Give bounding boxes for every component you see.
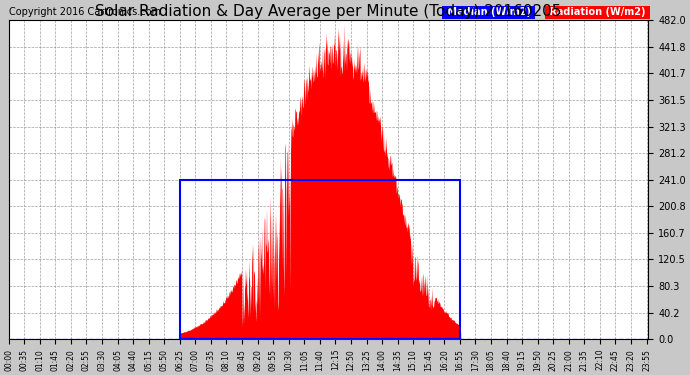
Title: Solar Radiation & Day Average per Minute (Today) 20160205: Solar Radiation & Day Average per Minute… bbox=[95, 4, 562, 19]
Bar bbox=[180, 180, 460, 339]
Text: Radiation (W/m2): Radiation (W/m2) bbox=[546, 7, 649, 17]
Text: Median (W/m2): Median (W/m2) bbox=[444, 7, 534, 17]
Text: Copyright 2016 Cartronics.com: Copyright 2016 Cartronics.com bbox=[9, 7, 161, 17]
